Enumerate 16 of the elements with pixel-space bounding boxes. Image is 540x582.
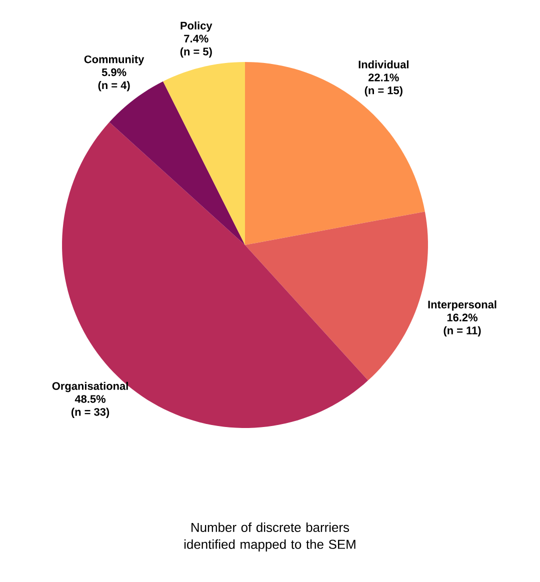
data-label: 48.5% xyxy=(74,395,106,403)
text: (n = 33) xyxy=(71,408,110,418)
text: (n = 11) xyxy=(444,326,481,336)
slice-label: Individual xyxy=(358,60,408,68)
slice-label: Organisational xyxy=(52,382,128,392)
text: Number of discrete barriers identified mapped to the SEM xyxy=(184,522,356,552)
data-label: 16.2% xyxy=(447,314,478,322)
text: (n = 5) xyxy=(180,47,212,58)
data-label: 7.4% xyxy=(184,34,208,42)
slice-label: Community xyxy=(84,55,144,66)
slice-label: Interpersonal xyxy=(428,300,496,311)
slice-label: Policy xyxy=(180,21,212,32)
data-label: 5.9% xyxy=(102,68,126,76)
text: (n = 15) xyxy=(364,86,402,96)
data-label: 22.1% xyxy=(368,74,399,82)
text: (n = 4) xyxy=(98,81,130,92)
